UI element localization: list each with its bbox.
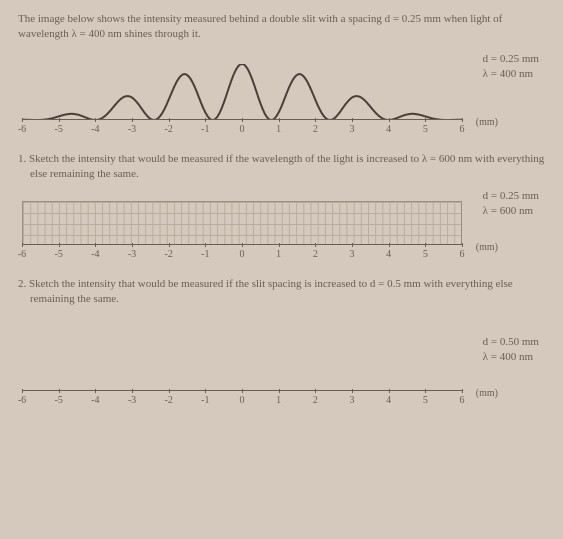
q2-params: d = 0.50 mm λ = 400 nm <box>483 335 539 365</box>
q1-graph-block: d = 0.25 mm λ = 600 nm -6 -5 -4 -3 -2 -1 0 1 2 3 4… <box>18 189 545 259</box>
tick-label: -3 <box>128 249 136 260</box>
axis-unit: (mm) <box>476 388 498 399</box>
tick-label: 1 <box>276 124 281 135</box>
tick-label: 1 <box>276 249 281 260</box>
tick-label: 6 <box>460 395 465 406</box>
q1-graph: -6-5-4-3-2-10123456 (mm) <box>22 189 462 259</box>
tick-label: -6 <box>18 124 26 135</box>
tick-label: 3 <box>350 395 355 406</box>
tick-label: -3 <box>128 395 136 406</box>
reference-graph: -6-5-4-3-2-10123456 (mm) <box>22 52 462 134</box>
tick-label: 2 <box>313 395 318 406</box>
tick-label: 3 <box>350 249 355 260</box>
axis-unit: (mm) <box>476 242 498 253</box>
tick-label: -6 <box>18 249 26 260</box>
tick-label: -1 <box>201 249 209 260</box>
question-1-text: 1. Sketch the intensity that would be me… <box>18 152 545 182</box>
tick-label: 6 <box>460 124 465 135</box>
tick-label: 2 <box>313 249 318 260</box>
question-2-text: 2. Sketch the intensity that would be me… <box>18 277 545 307</box>
intro-text: The image below shows the intensity meas… <box>18 12 545 42</box>
param-lambda: λ = 600 nm <box>483 204 539 219</box>
reference-graph-block: d = 0.25 mm λ = 400 nm -6 -5 -4 -3 -2 -1 0 1 2 3 4… <box>18 52 545 134</box>
tick-label: -4 <box>91 124 99 135</box>
q1-grid <box>22 201 462 245</box>
q2-graph-block: d = 0.50 mm λ = 400 nm -6 -5 -4 -3 -2 -1 0 1 2 3 4… <box>18 335 545 405</box>
tick-label: 5 <box>423 249 428 260</box>
tick-label: 0 <box>240 249 245 260</box>
tick-label: 1 <box>276 395 281 406</box>
q2-graph: -6-5-4-3-2-10123456 (mm) <box>22 335 462 405</box>
param-d: d = 0.25 mm <box>483 52 539 67</box>
tick-label: -4 <box>91 249 99 260</box>
tick-label: -4 <box>91 395 99 406</box>
q1-params: d = 0.25 mm λ = 600 nm <box>483 189 539 219</box>
tick-label: 5 <box>423 395 428 406</box>
tick-label: -2 <box>164 249 172 260</box>
tick-label: -5 <box>54 124 62 135</box>
tick-label: 4 <box>386 249 391 260</box>
tick-label: 4 <box>386 124 391 135</box>
tick-label: 0 <box>240 124 245 135</box>
tick-label: -3 <box>128 124 136 135</box>
param-d: d = 0.50 mm <box>483 335 539 350</box>
tick-label: -5 <box>54 395 62 406</box>
axis-ticks: -6-5-4-3-2-10123456 <box>22 245 462 259</box>
tick-label: 4 <box>386 395 391 406</box>
tick-label: 6 <box>460 249 465 260</box>
tick-label: -2 <box>164 395 172 406</box>
tick-label: -1 <box>201 395 209 406</box>
tick-label: 2 <box>313 124 318 135</box>
intensity-curve <box>22 64 462 120</box>
tick-label: 3 <box>350 124 355 135</box>
axis-ticks: -6-5-4-3-2-10123456 <box>22 120 462 134</box>
tick-label: -2 <box>164 124 172 135</box>
param-lambda: λ = 400 nm <box>483 67 539 82</box>
tick-label: 0 <box>240 395 245 406</box>
axis-unit: (mm) <box>476 117 498 128</box>
tick-label: -6 <box>18 395 26 406</box>
param-d: d = 0.25 mm <box>483 189 539 204</box>
reference-params: d = 0.25 mm λ = 400 nm <box>483 52 539 82</box>
param-lambda: λ = 400 nm <box>483 350 539 365</box>
tick-label: -5 <box>54 249 62 260</box>
axis-ticks: -6-5-4-3-2-10123456 <box>22 391 462 405</box>
tick-label: 5 <box>423 124 428 135</box>
tick-label: -1 <box>201 124 209 135</box>
